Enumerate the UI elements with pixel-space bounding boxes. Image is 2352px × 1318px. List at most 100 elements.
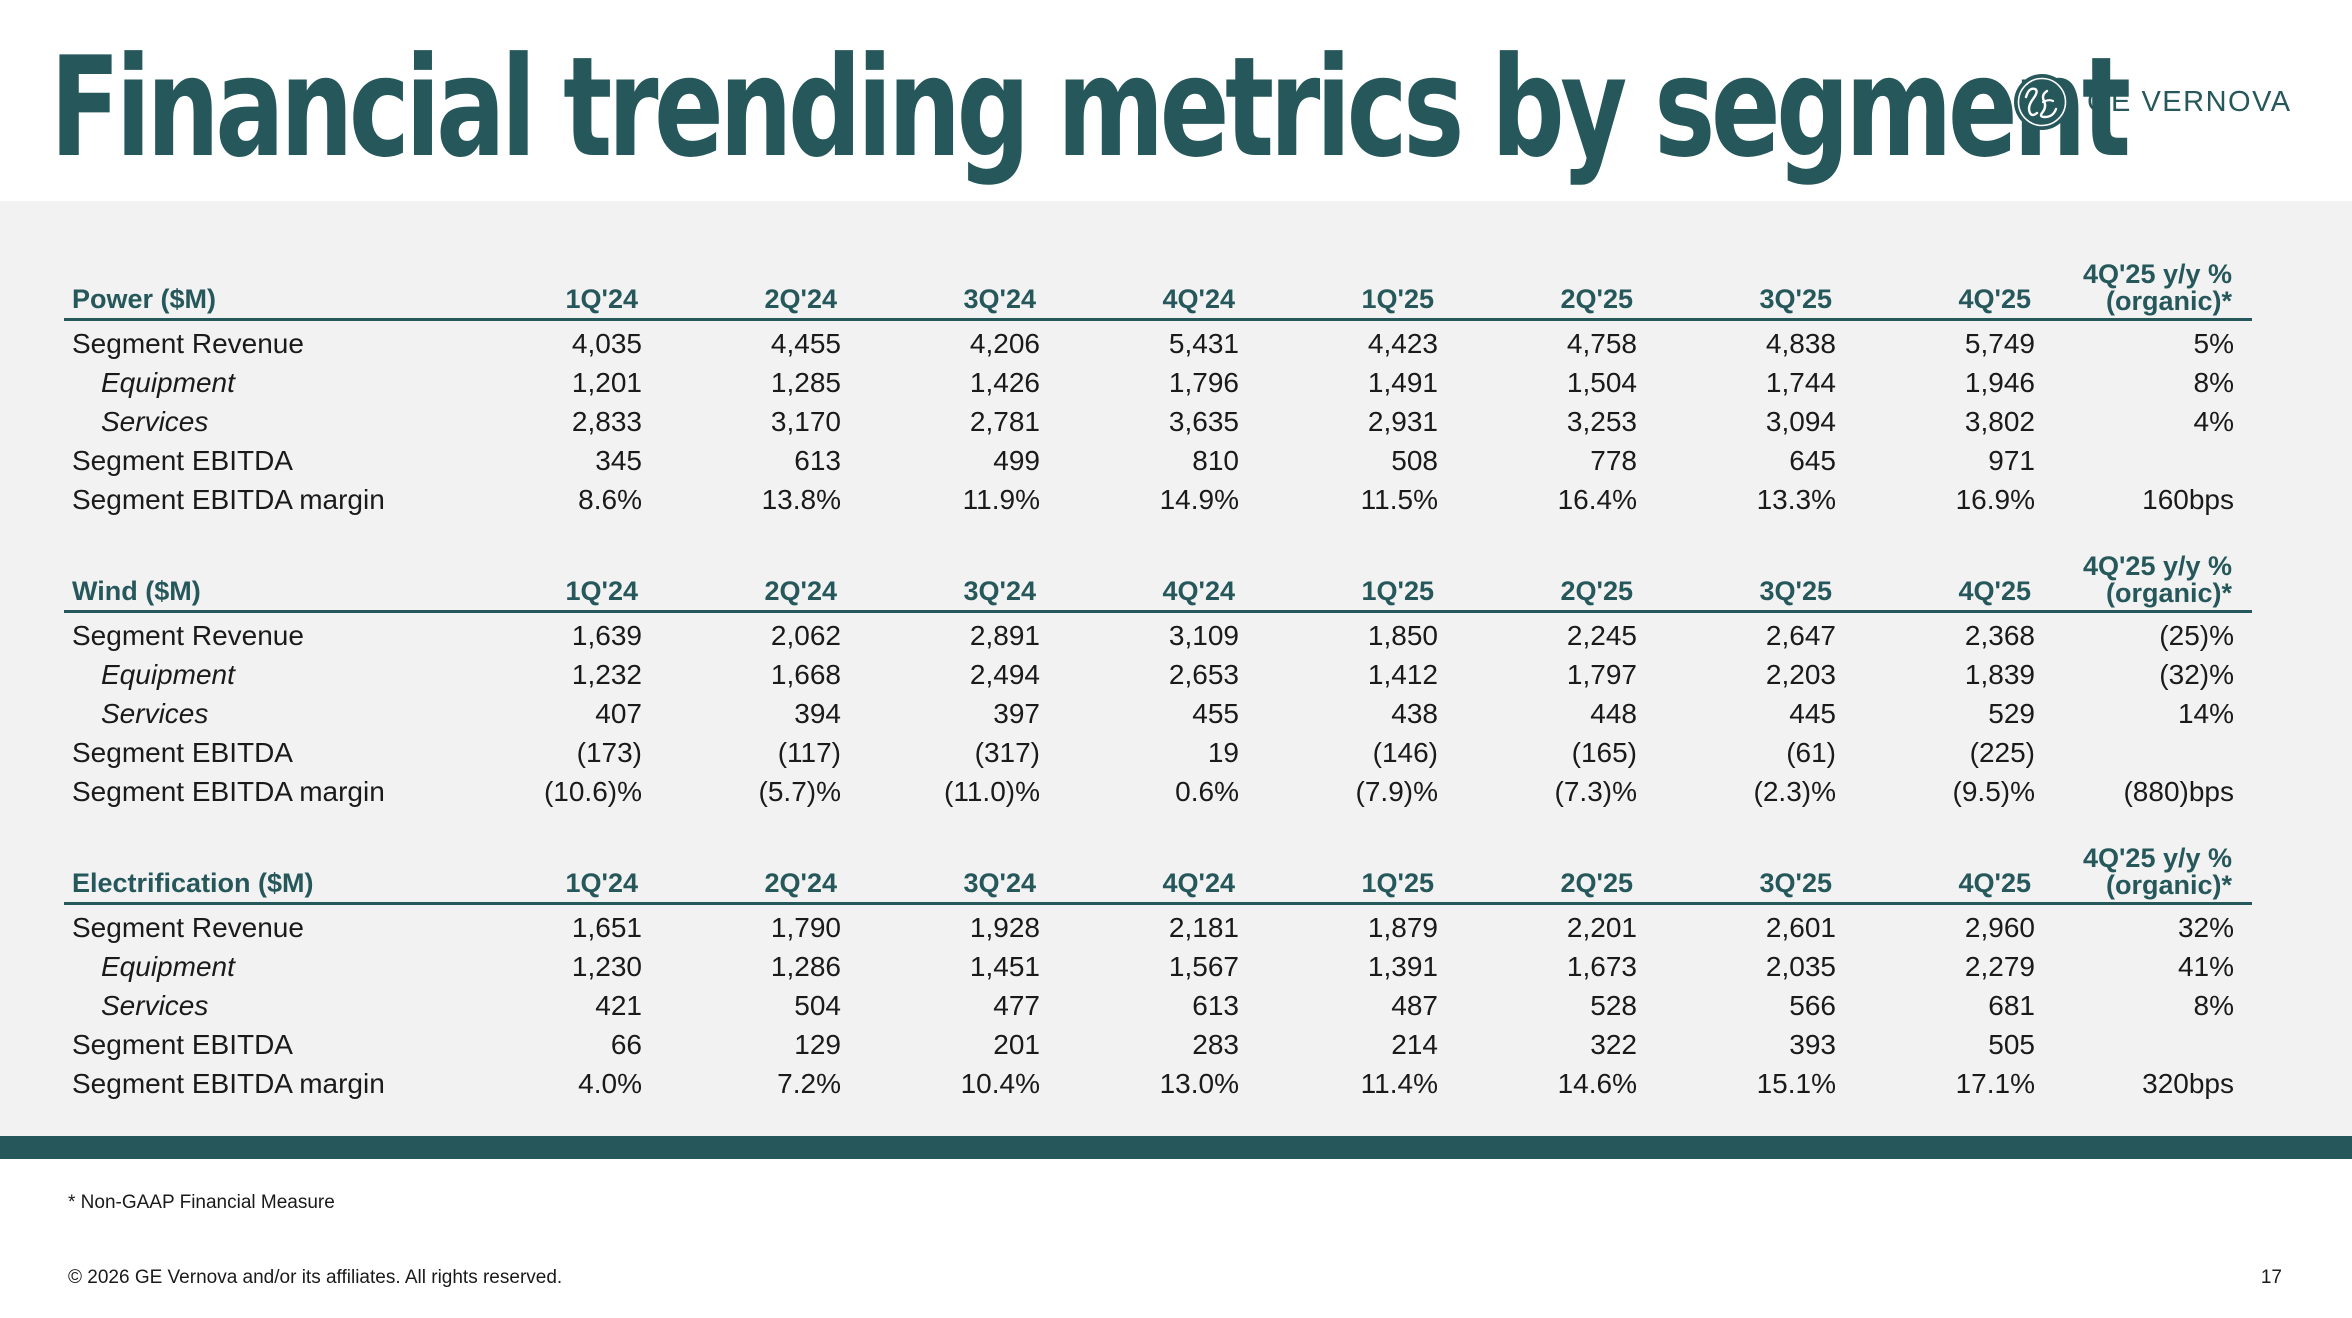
- table-cell: 477: [993, 990, 1040, 1021]
- table-cell: 283: [1192, 1029, 1239, 1060]
- table-cell: 645: [1789, 445, 1836, 476]
- segment-table: Electrification ($M) 1Q'24 2Q'24 3Q'24 4Q'24…: [64, 836, 2252, 1100]
- table-row: Equipment 1,230 1,286 1,451 1,567 1,391 1,673 2…: [64, 944, 2252, 983]
- column-header: 1Q'24: [565, 868, 638, 898]
- table-cell: 322: [1590, 1029, 1637, 1060]
- table-cell: 2,368: [1964, 620, 2035, 651]
- yoy-header-line: 4Q'25 y/y %: [2082, 843, 2232, 873]
- table-cell: 13.8%: [761, 484, 841, 515]
- table-cell: 3,170: [770, 406, 841, 437]
- table-row: Segment Revenue 4,035 4,455 4,206 5,431 4,423…: [64, 321, 2252, 360]
- table-row: Segment EBITDA 345 613 499 810 508 778 645 971: [64, 438, 2252, 477]
- table-cell: 499: [993, 445, 1040, 476]
- table-header: Electrification ($M) 1Q'24 2Q'24 3Q'24 4Q'24…: [64, 836, 2252, 905]
- yoy-cell: 8%: [2193, 367, 2234, 398]
- row-label: Equipment: [101, 659, 235, 690]
- table-cell: 15.1%: [1756, 1068, 1836, 1099]
- column-header: 3Q'25: [1759, 868, 1832, 898]
- column-header: 4Q'24: [1162, 284, 1235, 314]
- table-cell: 508: [1391, 445, 1438, 476]
- table-cell: (9.5)%: [1952, 776, 2035, 807]
- yoy-header-line: 4Q'25 y/y %: [2082, 259, 2232, 289]
- table-cell: 778: [1590, 445, 1637, 476]
- table-cell: 455: [1192, 698, 1239, 729]
- yoy-cell: 5%: [2193, 328, 2234, 359]
- table-cell: 407: [595, 698, 642, 729]
- table-cell: 681: [1988, 990, 2035, 1021]
- table-cell: 1,286: [770, 951, 841, 982]
- column-header: 3Q'24: [963, 284, 1036, 314]
- table-cell: 3,109: [1168, 620, 1239, 651]
- table-cell: 7.2%: [777, 1068, 841, 1099]
- table-cell: 2,653: [1168, 659, 1239, 690]
- yoy-cell: 41%: [2177, 951, 2234, 982]
- table-cell: (146): [1372, 737, 1438, 768]
- table-cell: 397: [993, 698, 1040, 729]
- table-cell: 1,928: [969, 912, 1040, 943]
- table-row: Services 421 504 477 613 487 528 566 681 8%: [64, 983, 2252, 1022]
- table-cell: 1,946: [1964, 367, 2035, 398]
- table-cell: 16.4%: [1557, 484, 1637, 515]
- table-cell: 1,651: [571, 912, 642, 943]
- table-cell: 505: [1988, 1029, 2035, 1060]
- table-row: Equipment 1,232 1,668 2,494 2,653 1,412 1,797 2…: [64, 652, 2252, 691]
- table-cell: 810: [1192, 445, 1239, 476]
- table-cell: 1,879: [1367, 912, 1438, 943]
- page-title: Financial trending metrics by segment: [50, 27, 2131, 188]
- yoy-header-line: (organic)*: [2105, 870, 2232, 900]
- row-label: Services: [101, 406, 209, 437]
- row-label: Segment EBITDA margin: [72, 1068, 385, 1099]
- table-cell: 4,206: [969, 328, 1040, 359]
- table-cell: 3,635: [1168, 406, 1239, 437]
- table-cell: 1,451: [969, 951, 1040, 982]
- table-cell: 14.6%: [1557, 1068, 1637, 1099]
- table-cell: 8.6%: [578, 484, 642, 515]
- table-row: Segment EBITDA 66 129 201 283 214 322 393 505: [64, 1022, 2252, 1061]
- table-cell: (173): [576, 737, 642, 768]
- table-cell: 2,891: [969, 620, 1040, 651]
- table-cell: 4,838: [1765, 328, 1836, 359]
- table-cell: 1,285: [770, 367, 841, 398]
- column-header: 4Q'25: [1958, 868, 2031, 898]
- table-cell: 214: [1391, 1029, 1438, 1060]
- table-cell: 2,201: [1566, 912, 1637, 943]
- table-cell: 1,504: [1566, 367, 1637, 398]
- yoy-cell: (25)%: [2159, 620, 2234, 651]
- column-header: 3Q'24: [963, 576, 1036, 606]
- table-cell: 17.1%: [1955, 1068, 2035, 1099]
- yoy-cell: 320bps: [2142, 1068, 2234, 1099]
- table-row: Segment Revenue 1,639 2,062 2,891 3,109 1,850…: [64, 613, 2252, 652]
- table-cell: (317): [974, 737, 1040, 768]
- table-cell: (11.0)%: [944, 776, 1040, 807]
- table-cell: 4,758: [1566, 328, 1637, 359]
- table-row: Equipment 1,201 1,285 1,426 1,796 1,491 1,504 1…: [64, 360, 2252, 399]
- table-cell: 13.0%: [1159, 1068, 1239, 1099]
- yoy-column-header: 4Q'25 y/y % (organic)*: [2012, 261, 2232, 315]
- table-cell: 1,639: [571, 620, 642, 651]
- column-header: 2Q'25: [1560, 868, 1633, 898]
- brand-name: GE VERNOVA: [2087, 85, 2292, 118]
- column-header: 1Q'25: [1361, 868, 1434, 898]
- table-header: Wind ($M) 1Q'24 2Q'24 3Q'24 4Q'24 1Q'25 2Q'25 3…: [64, 544, 2252, 613]
- table-cell: 394: [794, 698, 841, 729]
- row-label: Segment EBITDA margin: [72, 776, 385, 807]
- row-label: Segment EBITDA: [72, 1029, 293, 1060]
- yoy-column-header: 4Q'25 y/y % (organic)*: [2012, 845, 2232, 899]
- table-cell: (2.3)%: [1753, 776, 1836, 807]
- table-cell: 2,781: [969, 406, 1040, 437]
- table-cell: 3,253: [1566, 406, 1637, 437]
- segment-title: Power ($M): [72, 284, 217, 314]
- table-cell: 4.0%: [578, 1068, 642, 1099]
- table-cell: 10.4%: [960, 1068, 1040, 1099]
- column-header: 4Q'25: [1958, 576, 2031, 606]
- table-cell: 1,673: [1566, 951, 1637, 982]
- segment-table: Power ($M) 1Q'24 2Q'24 3Q'24 4Q'24 1Q'25 2Q'25…: [64, 252, 2252, 516]
- column-header: 4Q'25: [1958, 284, 2031, 314]
- yoy-column-header: 4Q'25 y/y % (organic)*: [2012, 553, 2232, 607]
- row-label: Services: [101, 990, 209, 1021]
- table-cell: 5,749: [1964, 328, 2035, 359]
- table-cell: 2,647: [1765, 620, 1836, 651]
- table-cell: 393: [1789, 1029, 1836, 1060]
- content-panel: [0, 201, 2352, 1136]
- table-cell: 613: [1192, 990, 1239, 1021]
